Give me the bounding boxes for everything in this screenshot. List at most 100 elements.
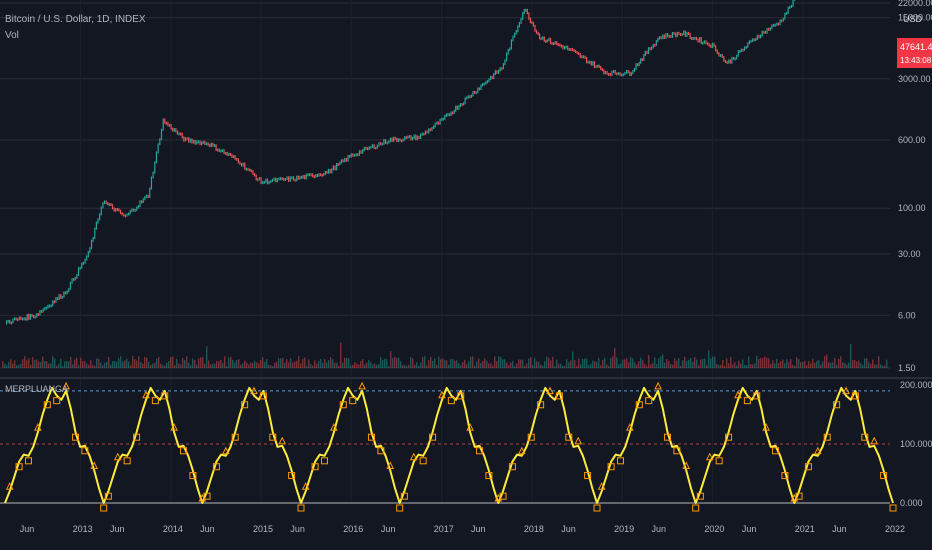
volume-bar <box>756 356 758 368</box>
signal-box-marker <box>24 457 32 465</box>
volume-bar <box>582 359 584 368</box>
volume-bar <box>194 359 196 368</box>
oscillator-pane <box>0 381 897 512</box>
volume-bar <box>498 356 500 368</box>
volume-bar <box>588 365 590 368</box>
price-candle <box>237 158 239 164</box>
volume-bar <box>18 364 20 368</box>
volume-bar <box>154 362 156 368</box>
volume-bar <box>52 356 54 368</box>
price-candle <box>128 212 130 216</box>
price-candle <box>69 281 72 290</box>
price-candle <box>15 317 17 321</box>
price-candle <box>394 136 396 140</box>
volume-bar <box>728 363 730 368</box>
price-candle <box>270 180 272 184</box>
price-candle <box>444 114 446 120</box>
price-candle <box>108 202 110 206</box>
price-candle <box>105 200 107 205</box>
volume-bar <box>780 361 782 368</box>
price-candle <box>504 59 506 66</box>
volume-bar <box>120 356 122 368</box>
price-tick-label: 1.50 <box>898 363 916 373</box>
volume-bar <box>16 365 18 368</box>
volume-bar <box>578 358 580 368</box>
price-candle <box>636 63 639 67</box>
signal-box-marker <box>297 504 305 512</box>
currency-label[interactable]: USD <box>903 14 923 24</box>
signal-triangle-marker <box>142 390 150 399</box>
volume-bar <box>730 356 732 368</box>
volume-bar <box>244 360 246 368</box>
price-candle <box>145 194 148 199</box>
volume-bar <box>254 360 256 368</box>
volume-bar <box>192 358 194 368</box>
price-candle <box>299 175 301 180</box>
signal-box-marker <box>269 433 277 441</box>
price-candle <box>92 236 94 242</box>
price-candle <box>228 152 230 156</box>
price-candle <box>737 50 739 57</box>
price-grid <box>0 0 932 503</box>
volume-bar <box>702 358 704 368</box>
price-candle <box>635 63 637 70</box>
volume-bar <box>520 359 522 368</box>
volume-bar <box>362 359 364 368</box>
price-candle <box>694 36 696 40</box>
price-candle <box>540 37 542 41</box>
price-candle <box>509 47 511 52</box>
price-candle <box>415 134 417 141</box>
price-candle <box>402 138 404 142</box>
price-candle <box>116 208 118 212</box>
price-candle <box>587 60 589 64</box>
volume-bar <box>412 358 414 368</box>
price-candle <box>584 55 586 59</box>
volume-bar <box>724 365 726 368</box>
volume-bar <box>378 364 380 368</box>
price-candle <box>453 109 455 114</box>
price-candle <box>380 142 382 146</box>
price-candle <box>283 177 285 181</box>
volume-bar <box>822 361 824 368</box>
x-tick-label: Jun <box>471 524 486 534</box>
price-candle <box>520 18 522 24</box>
indicator-name[interactable]: MERPLUANGA <box>5 384 68 394</box>
price-candle <box>535 29 538 34</box>
price-tick-label: 30.00 <box>898 249 921 259</box>
price-candle <box>742 48 744 52</box>
price-candle <box>90 239 93 250</box>
volume-bar <box>172 356 174 368</box>
price-candle <box>334 165 336 171</box>
volume-bar <box>280 358 282 368</box>
price-candle <box>702 41 704 45</box>
price-candle <box>768 27 770 31</box>
price-candle <box>205 142 208 146</box>
price-candle <box>522 12 524 21</box>
volume-bar <box>440 359 442 368</box>
volume-bar <box>338 365 340 368</box>
price-candle <box>172 127 174 132</box>
volume-bar <box>600 365 602 368</box>
volume-bar <box>126 358 128 368</box>
volume-bar <box>410 356 412 368</box>
volume-bar <box>762 358 764 368</box>
price-candle <box>55 297 57 303</box>
signal-box-marker <box>151 397 159 405</box>
volume-bar <box>86 363 88 368</box>
volume-bar <box>2 361 4 368</box>
signal-box-marker <box>537 401 545 409</box>
x-tick-label: Jun <box>20 524 35 534</box>
symbol-title[interactable]: Bitcoin / U.S. Dollar, 1D, INDEX <box>5 14 146 25</box>
volume-bar <box>292 362 294 368</box>
price-candle <box>600 65 602 71</box>
price-candle <box>184 137 187 142</box>
volume-label[interactable]: Vol <box>5 30 19 41</box>
price-candle <box>165 121 167 125</box>
price-candle <box>776 22 778 26</box>
price-candle <box>589 60 591 64</box>
price-candle <box>355 153 357 157</box>
price-candle <box>619 72 621 76</box>
volume-bar <box>146 357 148 368</box>
price-candle <box>87 250 89 258</box>
price-candle <box>761 30 763 37</box>
